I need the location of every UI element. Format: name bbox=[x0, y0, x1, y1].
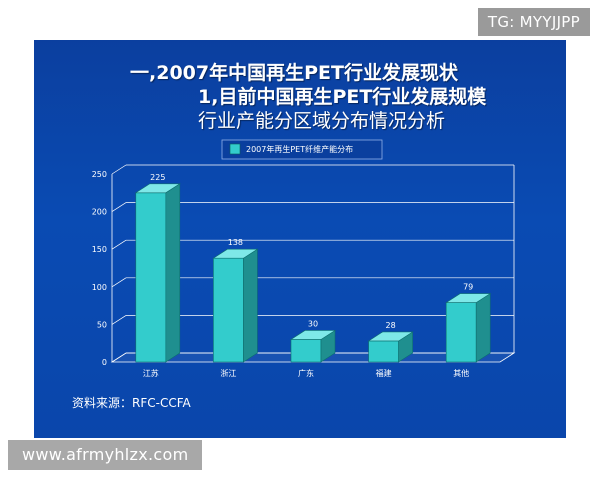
data-label: 138 bbox=[228, 238, 243, 247]
legend-label: 2007年再生PET纤维产能分布 bbox=[246, 144, 353, 154]
source-note: 资料来源：RFC-CCFA bbox=[72, 396, 191, 410]
x-category-label: 广东 bbox=[298, 368, 314, 378]
y-tick-label: 200 bbox=[92, 208, 107, 217]
bar bbox=[289, 329, 337, 363]
bar-side bbox=[165, 183, 181, 363]
watermark-top: TG: MYYJJPP bbox=[477, 8, 590, 36]
gridline-depth bbox=[111, 239, 127, 250]
data-label: 79 bbox=[463, 283, 473, 292]
legend-swatch bbox=[229, 143, 241, 155]
bar-side bbox=[475, 293, 491, 363]
y-tick-label: 100 bbox=[92, 283, 107, 292]
x-category-label: 浙江 bbox=[220, 368, 236, 378]
gridline-depth bbox=[111, 315, 127, 325]
bar bbox=[212, 248, 259, 363]
bar bbox=[367, 331, 414, 363]
gridline-depth bbox=[111, 164, 127, 175]
legend-box bbox=[221, 139, 383, 160]
bar-front bbox=[445, 302, 477, 363]
gridline-depth bbox=[111, 352, 127, 363]
y-tick-label: 0 bbox=[102, 358, 107, 367]
bar-top bbox=[134, 183, 181, 194]
bar-front bbox=[213, 257, 244, 363]
data-label: 28 bbox=[386, 321, 396, 330]
bar-front bbox=[368, 340, 399, 363]
x-category-label: 福建 bbox=[376, 368, 392, 378]
bar-top bbox=[445, 293, 492, 303]
x-category-label: 江苏 bbox=[143, 368, 159, 378]
y-tick-label: 50 bbox=[97, 320, 107, 329]
y-tick-label: 250 bbox=[92, 170, 107, 179]
chart-legend: 2007年再生PET纤维产能分布 bbox=[221, 139, 383, 160]
slide: 一,2007年中国再生PET行业发展现状 1,目前中国再生PET行业发展规模 行… bbox=[34, 40, 566, 438]
x-category-label: 其他 bbox=[453, 368, 469, 378]
bar bbox=[134, 183, 181, 363]
bar-top bbox=[367, 331, 414, 342]
bar-top bbox=[212, 248, 259, 259]
watermark-bottom: www.afrmyhlzx.com bbox=[8, 440, 203, 470]
bar-top bbox=[289, 330, 337, 340]
data-label: 225 bbox=[150, 173, 165, 182]
slide-title-line-1: 一,2007年中国再生PET行业发展现状 bbox=[130, 62, 458, 84]
bar-side bbox=[243, 248, 258, 363]
bar bbox=[445, 293, 492, 363]
bar-front bbox=[135, 192, 167, 363]
slide-title-line-2: 1,目前中国再生PET行业发展规模 bbox=[198, 86, 487, 108]
gridline-depth bbox=[111, 277, 127, 288]
data-label: 30 bbox=[308, 319, 318, 328]
bar-front bbox=[290, 339, 322, 363]
slide-title-line-3: 行业产能分区域分布情况分析 bbox=[198, 110, 446, 132]
y-tick-label: 150 bbox=[92, 245, 107, 254]
bar-chart: 2007年再生PET纤维产能分布 0 50 100 150 200 250 225 江苏 138… bbox=[92, 139, 516, 378]
gridline-depth bbox=[111, 202, 127, 212]
